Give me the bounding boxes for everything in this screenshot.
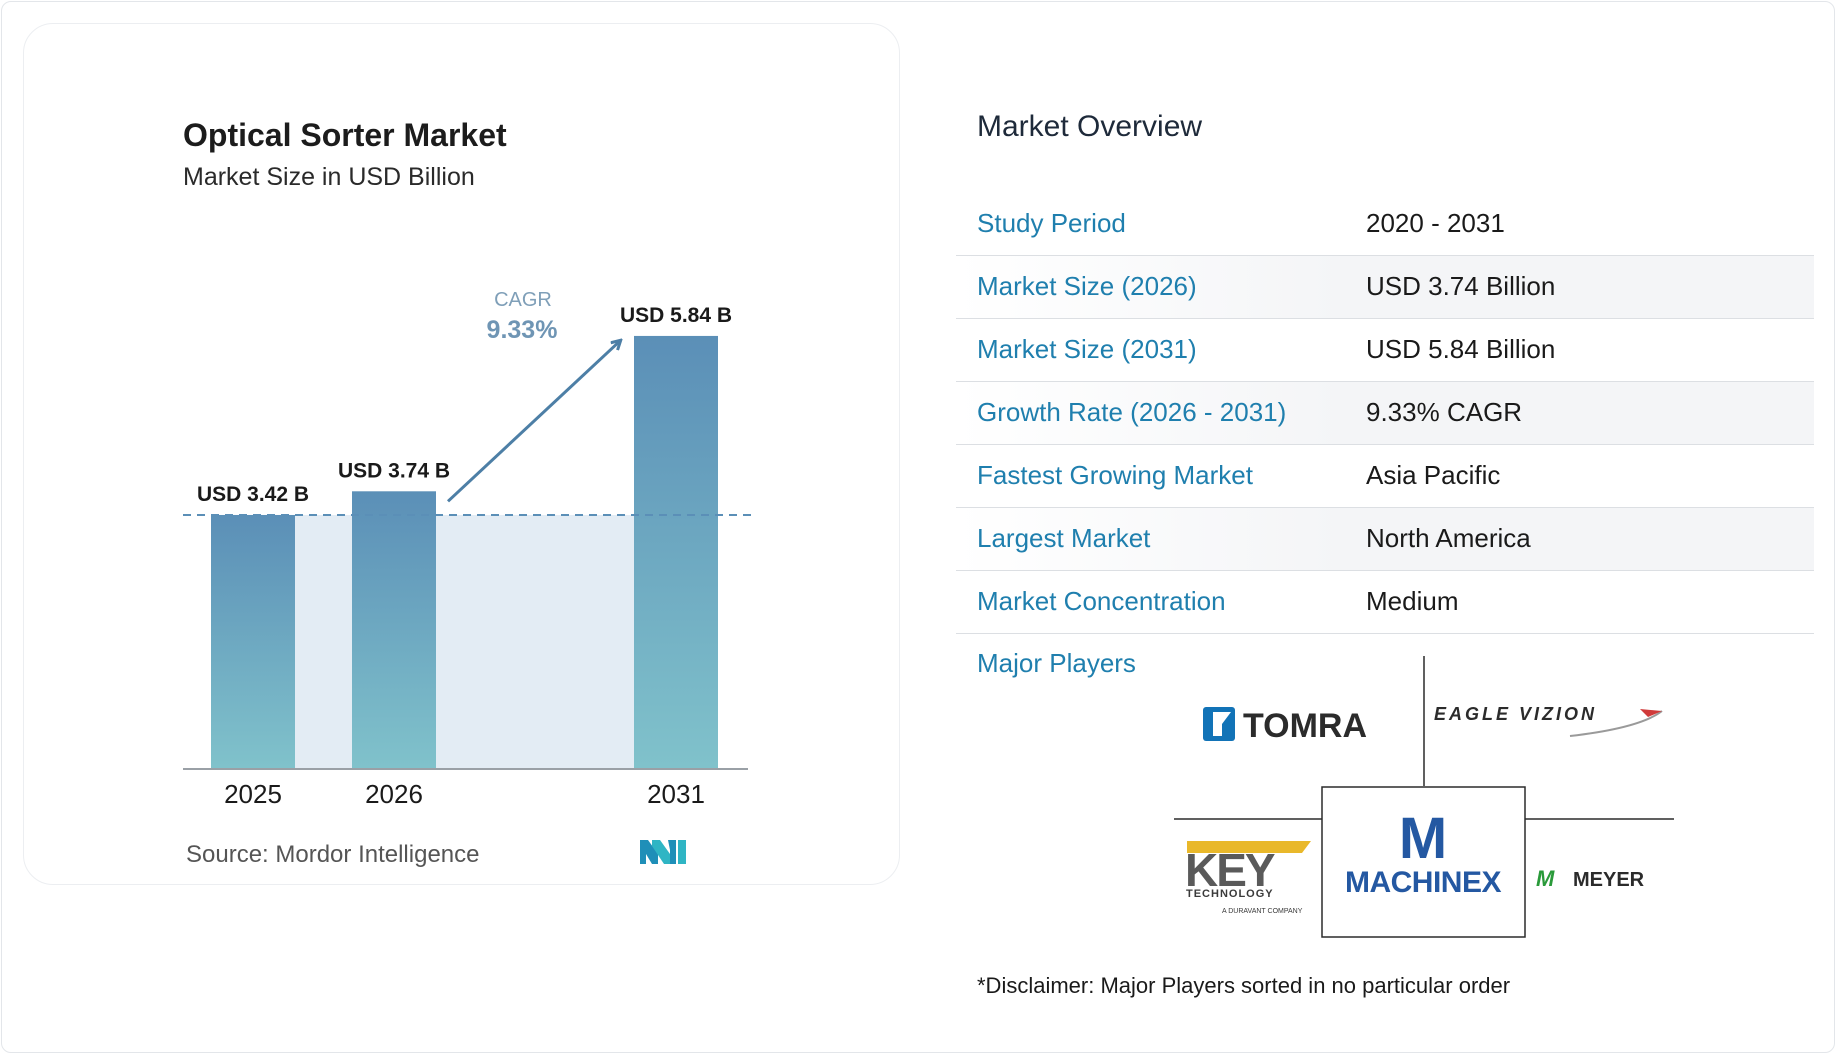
overview-row-concentration: Market Concentration Medium — [956, 571, 1814, 634]
machinex-logo: M MACHINEX — [1345, 806, 1502, 899]
overview-label: Growth Rate (2026 - 2031) — [977, 397, 1287, 427]
overview-label: Market Size (2031) — [977, 334, 1197, 364]
source-label: Source: Mordor Intelligence — [186, 841, 480, 868]
overview-row-market-size-2026: Market Size (2026) USD 3.74 Billion — [956, 256, 1814, 319]
cagr-label: CAGR — [494, 289, 552, 311]
value-label-2031: USD 5.84 B — [620, 304, 732, 327]
overview-row-largest-market: Largest Market North America — [956, 508, 1814, 571]
key-text: KEY — [1185, 844, 1275, 896]
overview-title: Market Overview — [977, 110, 1203, 143]
tomra-text: TOMRA — [1243, 707, 1367, 745]
meyer-text: MEYER — [1573, 869, 1645, 891]
bar-2026 — [352, 491, 436, 768]
overview-value: USD 5.84 Billion — [1366, 334, 1556, 364]
mordor-logo-icon — [640, 840, 686, 864]
eagle-swoosh-icon — [1569, 710, 1663, 737]
key-sub2-text: A DURAVANT COMPANY — [1222, 908, 1303, 915]
cagr-value: 9.33% — [487, 316, 558, 344]
overview-value: North America — [1366, 523, 1531, 553]
chart-title: Optical Sorter Market — [183, 117, 507, 153]
overview-value: Medium — [1366, 586, 1459, 616]
eagle-vizion-logo: EAGLE VIZION — [1434, 704, 1663, 737]
overview-value: Asia Pacific — [1366, 460, 1501, 490]
bar-2025 — [211, 514, 295, 768]
x-tick-label-2025: 2025 — [224, 779, 282, 809]
value-label-2025: USD 3.42 B — [197, 483, 309, 506]
overview-label: Market Size (2026) — [977, 271, 1197, 301]
machinex-text: MACHINEX — [1345, 866, 1501, 899]
meyer-logo: M MEYER — [1536, 866, 1645, 891]
eagle-vizion-text: EAGLE VIZION — [1434, 704, 1597, 724]
overview-value: 2020 - 2031 — [1366, 208, 1505, 238]
reference-band — [211, 514, 718, 768]
machinex-m-icon: M — [1399, 806, 1447, 871]
bar-2031 — [634, 335, 718, 768]
overview-value: USD 3.74 Billion — [1366, 271, 1556, 301]
overview-table: Study Period 2020 - 2031 Market Size (20… — [956, 193, 1814, 634]
chart-subtitle: Market Size in USD Billion — [183, 163, 475, 191]
overview-label: Study Period — [977, 208, 1126, 238]
overview-label: Largest Market — [977, 523, 1151, 553]
bar-chart: USD 3.42 B USD 3.74 B USD 5.84 B 2025 2026 20… — [183, 289, 752, 809]
key-sub-text: TECHNOLOGY — [1186, 888, 1274, 900]
disclaimer: *Disclaimer: Major Players sorted in no … — [977, 973, 1511, 998]
overview-label: Fastest Growing Market — [977, 460, 1253, 490]
overview-row-growth-rate: Growth Rate (2026 - 2031) 9.33% CAGR — [956, 382, 1814, 445]
key-technology-logo: KEY TECHNOLOGY A DURAVANT COMPANY — [1185, 841, 1311, 915]
cagr-arrow — [446, 341, 620, 503]
overview-row-fastest-growing: Fastest Growing Market Asia Pacific — [956, 445, 1814, 508]
x-tick-label-2031: 2031 — [647, 779, 705, 809]
key-accent-icon — [1187, 841, 1311, 853]
overview-row-market-size-2031: Market Size (2031) USD 5.84 Billion — [956, 319, 1814, 382]
logo-grid — [1174, 656, 1674, 938]
tomra-logo: TOMRA — [1203, 707, 1367, 745]
overview-row-study-period: Study Period 2020 - 2031 — [956, 193, 1814, 256]
eagle-wing-icon — [1640, 709, 1662, 717]
overview-value: 9.33% CAGR — [1366, 397, 1523, 427]
value-label-2026: USD 3.74 B — [338, 459, 450, 482]
major-players-label: Major Players — [977, 648, 1136, 678]
x-tick-label-2026: 2026 — [365, 779, 423, 809]
overview-label: Market Concentration — [977, 586, 1226, 616]
meyer-mark-icon: M — [1536, 866, 1555, 891]
